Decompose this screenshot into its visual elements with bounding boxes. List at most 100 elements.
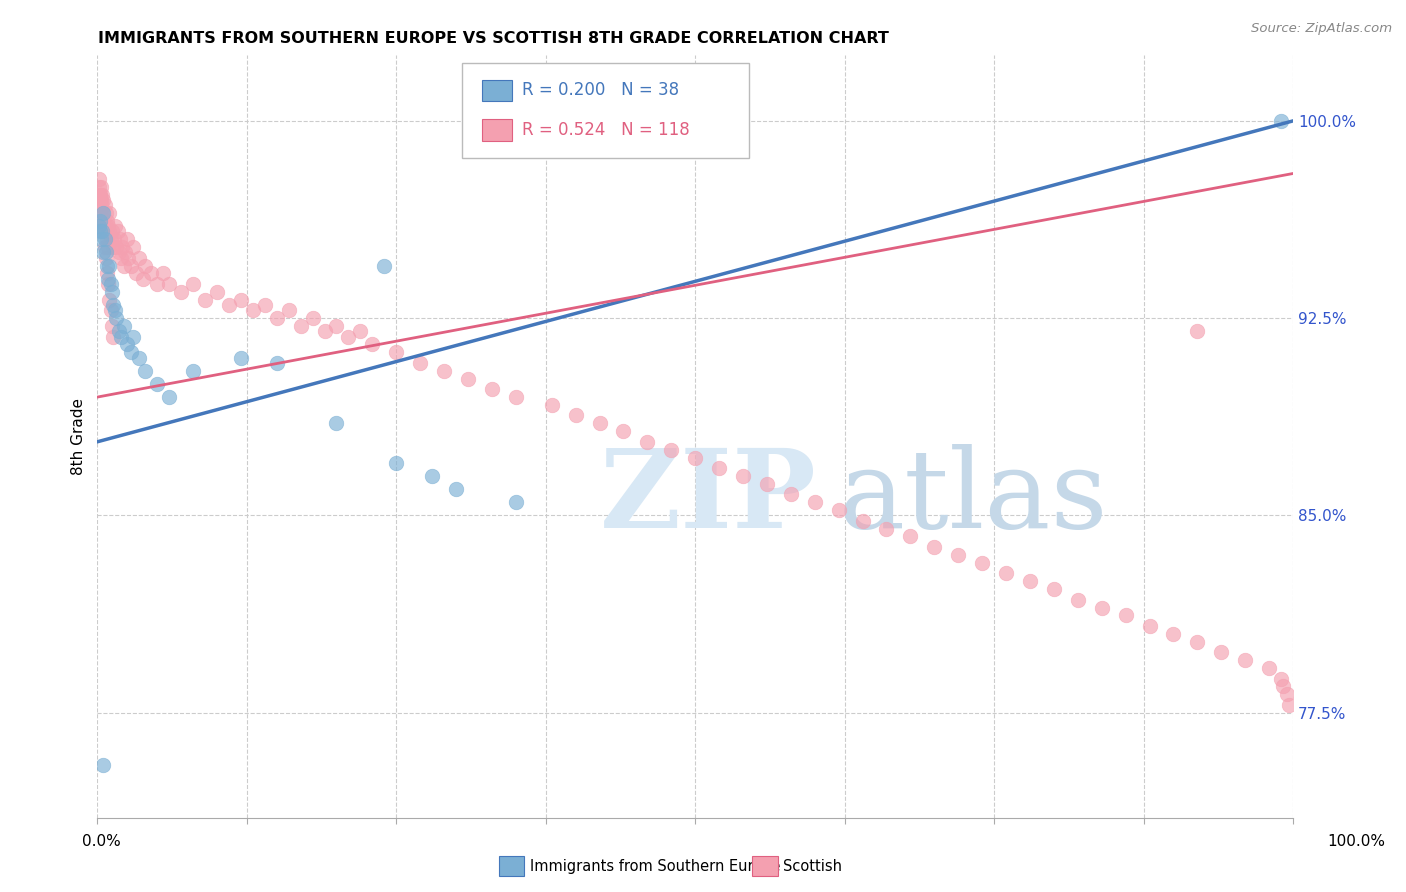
Point: [253, 298, 276, 312]
Point: [101, 240, 124, 254]
Point: [194, 293, 217, 307]
Point: [87, 198, 110, 212]
Point: [1211, 645, 1233, 659]
Point: [108, 245, 131, 260]
Point: [115, 337, 138, 351]
Point: [103, 232, 125, 246]
Text: IMMIGRANTS FROM SOUTHERN EUROPE VS SCOTTISH 8TH GRADE CORRELATION CHART: IMMIGRANTS FROM SOUTHERN EUROPE VS SCOTT…: [98, 31, 890, 46]
Point: [1270, 114, 1292, 128]
Point: [1258, 661, 1281, 675]
Text: R = 0.524   N = 118: R = 0.524 N = 118: [522, 121, 689, 139]
Point: [124, 267, 146, 281]
Point: [93, 240, 115, 254]
Point: [108, 324, 131, 338]
Point: [325, 319, 347, 334]
Point: [385, 345, 408, 359]
Text: R = 0.200   N = 38: R = 0.200 N = 38: [522, 81, 679, 99]
Point: [827, 503, 849, 517]
Point: [100, 277, 122, 291]
Point: [242, 303, 264, 318]
Point: [105, 311, 128, 326]
Point: [972, 556, 994, 570]
Text: 100.0%: 100.0%: [1327, 834, 1386, 848]
Point: [90, 179, 112, 194]
Point: [112, 259, 135, 273]
Point: [1139, 619, 1161, 633]
Point: [1115, 608, 1137, 623]
Point: [612, 424, 634, 438]
Point: [89, 206, 111, 220]
Point: [444, 482, 467, 496]
Point: [229, 351, 252, 365]
Point: [100, 303, 122, 318]
Text: Immigrants from Southern Europe: Immigrants from Southern Europe: [530, 859, 780, 873]
Point: [91, 245, 114, 260]
Point: [122, 240, 145, 254]
Point: [134, 364, 156, 378]
Point: [91, 206, 114, 220]
Point: [481, 382, 503, 396]
Point: [1163, 627, 1185, 641]
FancyBboxPatch shape: [482, 79, 512, 101]
Point: [995, 566, 1018, 581]
Point: [90, 232, 112, 246]
Point: [100, 319, 122, 334]
Point: [89, 187, 111, 202]
Point: [1275, 687, 1298, 701]
Point: [659, 442, 682, 457]
Point: [205, 285, 228, 299]
Point: [385, 456, 408, 470]
Point: [89, 224, 111, 238]
Point: [875, 522, 897, 536]
Point: [93, 224, 115, 238]
Point: [91, 224, 114, 238]
Point: [146, 277, 169, 291]
Point: [94, 206, 117, 220]
Point: [1067, 592, 1090, 607]
Point: [90, 198, 112, 212]
Point: [94, 219, 117, 233]
Point: [851, 514, 873, 528]
Text: ZIP: ZIP: [599, 444, 817, 551]
Point: [91, 219, 114, 233]
Point: [115, 232, 138, 246]
Point: [97, 240, 120, 254]
Point: [564, 409, 586, 423]
Point: [122, 329, 145, 343]
Point: [97, 277, 120, 291]
Point: [96, 259, 118, 273]
Point: [337, 329, 360, 343]
Point: [1187, 324, 1209, 338]
Point: [1272, 680, 1295, 694]
Point: [803, 495, 825, 509]
Point: [110, 251, 132, 265]
Point: [924, 540, 946, 554]
Point: [948, 548, 970, 562]
Point: [91, 193, 114, 207]
Point: [277, 303, 299, 318]
Point: [1187, 634, 1209, 648]
Point: [96, 232, 118, 246]
Point: [90, 214, 112, 228]
Point: [117, 251, 139, 265]
Point: [1019, 574, 1042, 589]
Point: [98, 259, 121, 273]
Point: [108, 232, 131, 246]
Point: [110, 329, 132, 343]
Point: [98, 206, 121, 220]
Point: [181, 277, 204, 291]
Point: [683, 450, 706, 465]
Point: [1278, 698, 1301, 712]
Point: [91, 758, 114, 772]
Point: [314, 324, 336, 338]
Point: [152, 267, 174, 281]
Point: [98, 293, 121, 307]
Point: [141, 267, 163, 281]
Text: atlas: atlas: [838, 444, 1108, 551]
Point: [89, 187, 111, 202]
Point: [134, 259, 156, 273]
Point: [101, 329, 124, 343]
Point: [157, 277, 180, 291]
Point: [100, 224, 122, 238]
Point: [90, 193, 112, 207]
